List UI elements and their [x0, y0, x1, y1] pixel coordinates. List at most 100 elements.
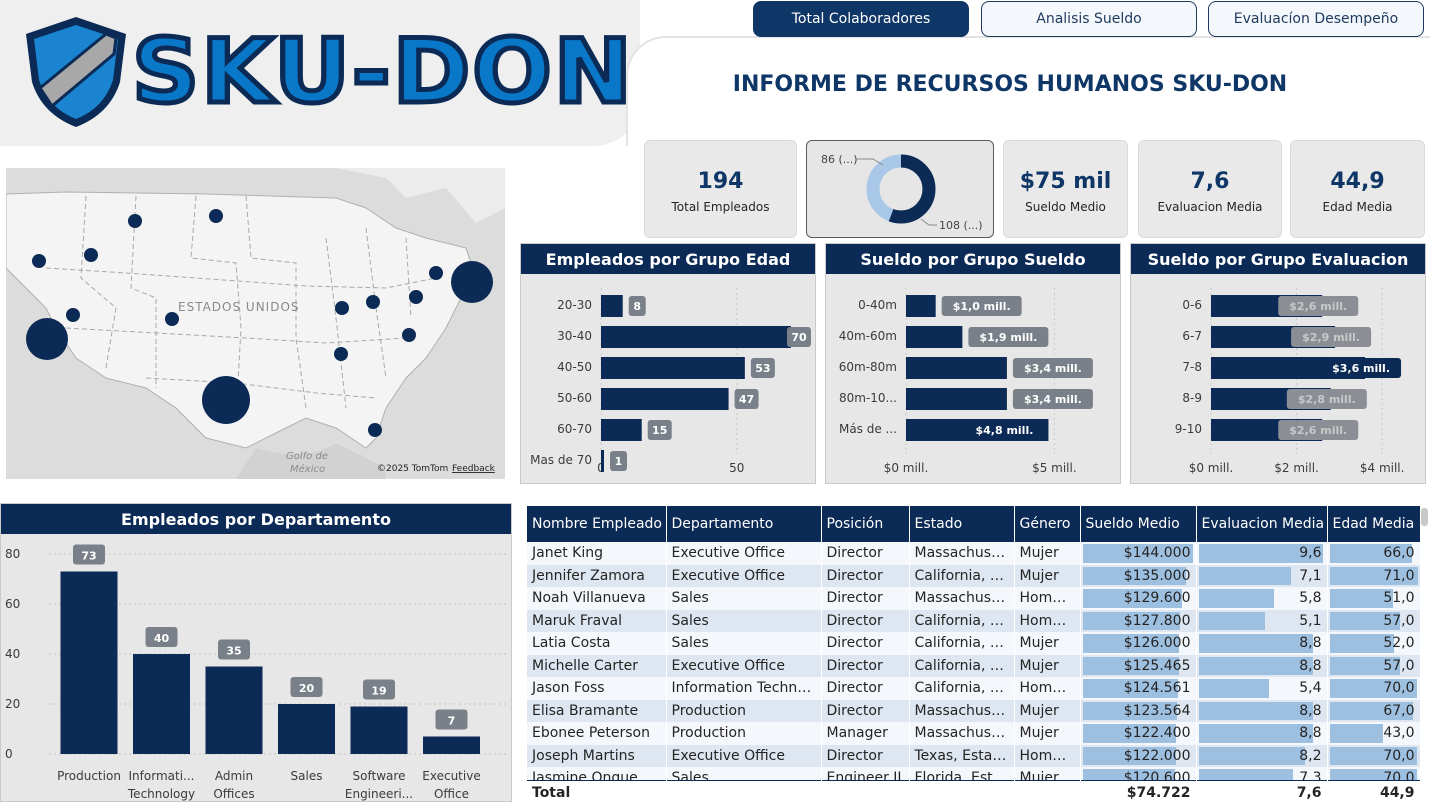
cell-sueldo: $125.465 [1080, 654, 1197, 677]
cell-estado: Massachuse... [909, 542, 1015, 565]
category-label: Informati... Technology [127, 769, 195, 801]
kpi-gender-donut[interactable]: 86 (...) 108 (...) [806, 140, 994, 238]
map-point[interactable] [451, 261, 493, 303]
column-header[interactable]: Edad Media [1327, 506, 1421, 542]
bar[interactable] [423, 736, 480, 755]
table-row[interactable]: Ebonee Peterson Production Manager Massachu… [527, 722, 1421, 745]
column-header[interactable]: Estado [909, 506, 1015, 542]
tab-evaluacion-desempeno[interactable]: Evaluacíon Desempeño [1208, 1, 1424, 37]
table-scrollbar[interactable] [1421, 508, 1428, 526]
bar[interactable] [906, 388, 1007, 410]
bar[interactable] [601, 295, 623, 317]
map-point[interactable] [334, 347, 348, 361]
bar[interactable] [601, 326, 791, 348]
data-label: $2,6 mill. [1289, 300, 1347, 313]
cell-nombre: Elisa Bramante [527, 699, 667, 722]
data-label-badge [1278, 296, 1359, 316]
bar[interactable] [906, 295, 936, 317]
map-point[interactable] [429, 266, 443, 280]
data-label-badge [964, 420, 1045, 440]
map-point[interactable] [402, 328, 416, 342]
bar[interactable] [350, 706, 408, 755]
bar[interactable] [601, 388, 729, 410]
map-point[interactable] [209, 209, 223, 223]
cell-data-bar [1329, 746, 1417, 765]
table-row[interactable]: Joseph Martins Executive Office Director Te… [527, 744, 1421, 767]
map-point[interactable] [128, 214, 142, 228]
bar[interactable] [278, 704, 335, 754]
table-row[interactable]: Jennifer Zamora Executive Office Director C… [527, 564, 1421, 587]
data-label-badge [435, 709, 468, 730]
map-point[interactable] [366, 295, 380, 309]
table-row[interactable]: Elisa Bramante Production Director Massachu… [527, 699, 1421, 722]
chart-sueldo-grupo[interactable]: Sueldo por Grupo Sueldo $0 mill. $5 mill.… [825, 243, 1121, 484]
data-label: 15 [652, 424, 667, 437]
bar[interactable] [205, 666, 263, 755]
cell-value: 51,0 [1383, 590, 1415, 607]
column-header[interactable]: Departamento [666, 506, 822, 542]
kpi-edad-media: 44,9 Edad Media [1290, 140, 1425, 238]
map-point[interactable] [32, 254, 46, 268]
employee-table[interactable]: Nombre Empleado Departamento Posición Estad… [527, 506, 1421, 802]
bar[interactable] [133, 654, 190, 754]
donut-chart[interactable]: 86 (...) 108 (...) [807, 141, 995, 239]
chart-title: Sueldo por Grupo Sueldo [826, 244, 1120, 274]
chart-plot[interactable]: 80 60 40 20 0 73 Production 40 Informati... Techn… [1, 534, 511, 802]
data-label-badge [1012, 358, 1093, 378]
cell-value: 7,1 [1299, 567, 1322, 584]
chart-sueldo-evaluacion[interactable]: Sueldo por Grupo Evaluacion $0 mill. $2 m… [1130, 243, 1426, 484]
map-point[interactable] [84, 248, 98, 262]
column-header[interactable]: Género [1014, 506, 1081, 542]
chart-empleados-departamento[interactable]: Empleados por Departamento 80 60 40 20 0 73 Pr… [0, 503, 512, 802]
category-label: 40m-60m [839, 329, 897, 343]
data-label-badge [647, 420, 672, 440]
cell-data-bar [1198, 724, 1313, 743]
table-row[interactable]: Latia Costa Sales Director California, E...… [527, 632, 1421, 655]
cell-data-bar [1198, 611, 1265, 630]
table-row[interactable]: Noah Villanueva Sales Director Massachuse..… [527, 587, 1421, 610]
map-visual[interactable]: ESTADOS UNIDOS Golfo de México ©2025 Tom… [6, 168, 505, 479]
chart-plot[interactable]: 05020-30830-407040-505350-604760-7015Mas… [521, 274, 815, 484]
column-header[interactable]: Nombre Empleado [527, 506, 667, 542]
map-feedback-link[interactable]: Feedback [452, 464, 496, 474]
cell-nombre: Janet King [527, 542, 667, 565]
column-header[interactable]: Sueldo Medio [1080, 506, 1197, 542]
tab-total-colaboradores[interactable]: Total Colaboradores [753, 1, 969, 37]
category-label: Más de ... [839, 422, 897, 436]
map-point[interactable] [66, 308, 80, 322]
map-point[interactable] [26, 318, 68, 360]
category-label: 60-70 [557, 422, 592, 436]
chart-plot[interactable]: $0 mill. $2 mill. $4 mill. 0-6 $2,6 mill. 6-7… [1131, 274, 1425, 484]
table-row[interactable]: Maruk Fraval Sales Director California, E..… [527, 609, 1421, 632]
column-header[interactable]: Evaluacion Media [1196, 506, 1328, 542]
y-tick-label: 80 [5, 547, 20, 561]
table-row[interactable]: Jason Foss Information Technolo... Directo… [527, 677, 1421, 700]
map-point[interactable] [335, 301, 349, 315]
bar[interactable] [906, 357, 1007, 379]
chart-plot[interactable]: $0 mill. $5 mill. 0-40m $1,0 mill. 40m-60m $1… [826, 274, 1120, 484]
data-label-badge [750, 358, 775, 378]
data-label: 73 [81, 550, 96, 563]
cell-genero: Mujer [1014, 654, 1081, 677]
cell-genero: Mujer [1014, 722, 1081, 745]
map-point[interactable] [409, 290, 423, 304]
map-point[interactable] [202, 376, 250, 424]
table-row[interactable]: Michelle Carter Executive Office Director C… [527, 654, 1421, 677]
map-point[interactable] [368, 423, 382, 437]
cell-nombre: Noah Villanueva [527, 587, 667, 610]
bar[interactable] [601, 357, 745, 379]
bar[interactable] [601, 419, 642, 441]
cell-genero: Hombre [1014, 744, 1081, 767]
bar[interactable] [601, 450, 604, 472]
cell-edad: 43,0 [1327, 722, 1421, 745]
map-point[interactable] [165, 312, 179, 326]
kpi-label: Edad Media [1322, 200, 1393, 214]
tab-analisis-sueldo[interactable]: Analisis Sueldo [981, 1, 1197, 37]
bar[interactable] [60, 571, 118, 755]
chart-empleados-edad[interactable]: Empleados por Grupo Edad 05020-30830-407… [520, 243, 816, 484]
column-header[interactable]: Posición [821, 506, 910, 542]
cell-value: $124.561 [1123, 680, 1191, 697]
donut-slice-b[interactable] [866, 154, 936, 224]
table-row[interactable]: Janet King Executive Office Director Massac… [527, 542, 1421, 565]
bar[interactable] [906, 326, 963, 348]
